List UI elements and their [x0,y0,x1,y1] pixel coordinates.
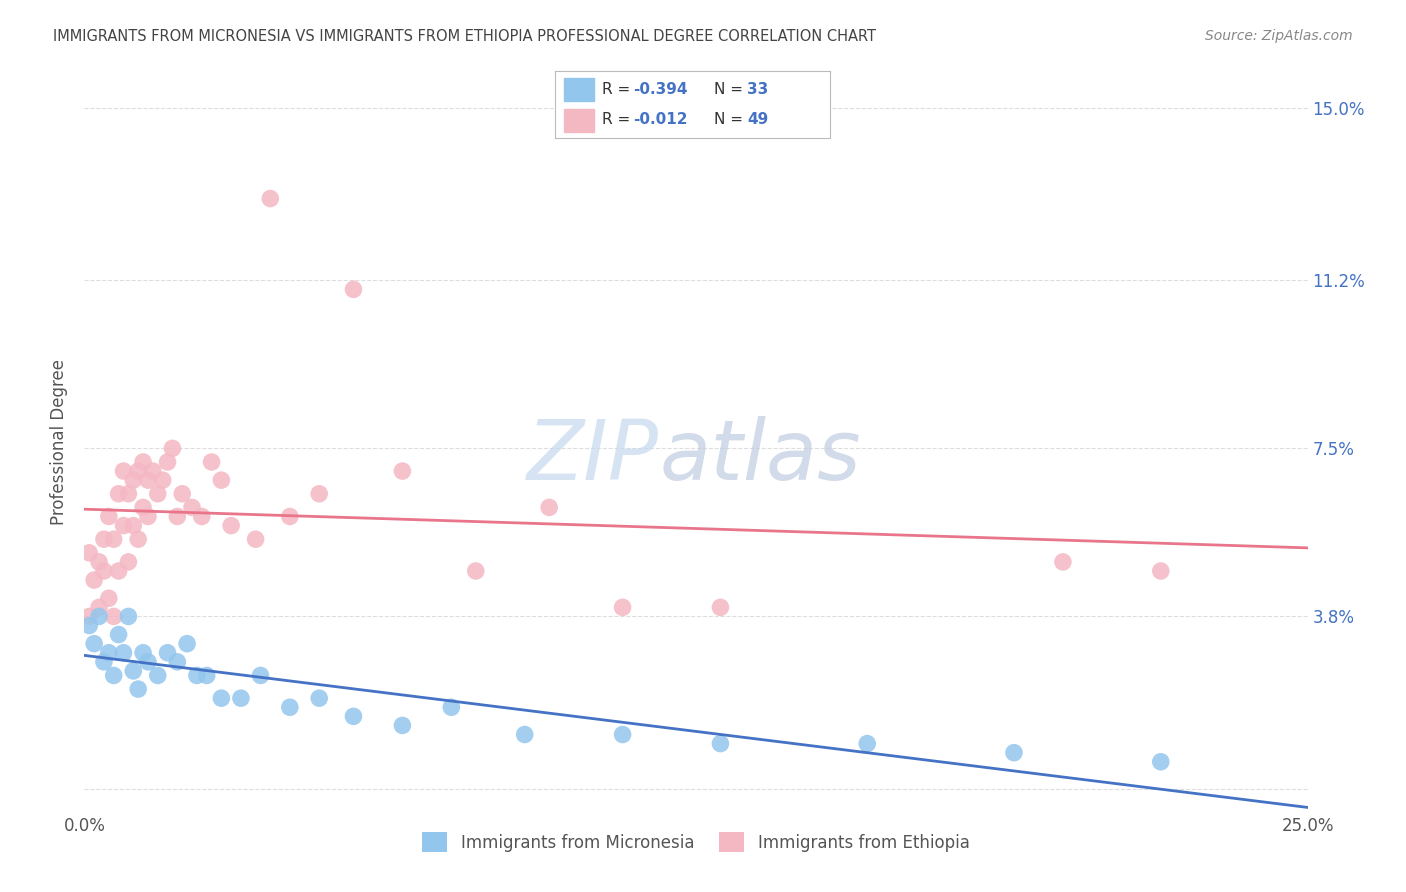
Point [87,555,110,569]
Point [391,464,413,478]
Point [152,473,174,487]
Point [77,609,100,624]
Point [259,192,281,206]
Point [93,655,115,669]
Point [219,518,242,533]
Point [709,737,731,751]
Bar [564,109,593,131]
Point [87,609,110,624]
Point [181,500,204,515]
Point [77,618,100,632]
Point [117,609,139,624]
Text: N =: N = [714,112,748,128]
Text: atlas: atlas [659,416,860,497]
Point [93,532,115,546]
Point [142,464,165,478]
Point [278,509,301,524]
Point [107,487,129,501]
Text: Source: ZipAtlas.com: Source: ZipAtlas.com [1205,29,1353,43]
Point [308,487,330,501]
Text: R =: R = [602,112,636,128]
Point [464,564,486,578]
Point [112,464,135,478]
Point [278,700,301,714]
Point [136,473,159,487]
Point [249,668,271,682]
Point [342,282,364,296]
Point [127,532,149,546]
Point [391,718,413,732]
Text: ZIP: ZIP [527,416,659,497]
Point [117,555,139,569]
Point [1150,755,1173,769]
Point [176,637,198,651]
Point [146,487,169,501]
Point [103,609,125,624]
Point [612,600,634,615]
Point [229,691,252,706]
Point [103,668,125,682]
Point [83,573,105,587]
Point [856,737,879,751]
Point [112,518,135,533]
Bar [564,78,593,101]
Point [166,509,188,524]
Point [107,627,129,641]
Point [209,473,232,487]
Point [209,691,232,706]
Text: IMMIGRANTS FROM MICRONESIA VS IMMIGRANTS FROM ETHIOPIA PROFESSIONAL DEGREE CORRE: IMMIGRANTS FROM MICRONESIA VS IMMIGRANTS… [53,29,876,44]
Point [200,455,222,469]
Point [1002,746,1025,760]
Point [77,546,100,560]
Point [97,509,120,524]
Point [83,637,105,651]
Point [162,442,184,456]
Point [191,509,214,524]
Point [127,464,149,478]
Point [132,500,155,515]
Point [87,600,110,615]
Point [440,700,463,714]
Point [107,564,129,578]
Text: 33: 33 [748,82,769,97]
Point [186,668,208,682]
Point [1150,564,1173,578]
Text: -0.012: -0.012 [634,112,688,128]
Point [136,655,159,669]
Point [122,473,145,487]
Point [112,646,135,660]
Point [172,487,194,501]
Point [308,691,330,706]
Point [342,709,364,723]
Point [103,532,125,546]
Text: 49: 49 [748,112,769,128]
Point [612,727,634,741]
Point [195,668,218,682]
Point [245,532,267,546]
Point [122,518,145,533]
Point [117,487,139,501]
Point [156,646,179,660]
Point [97,646,120,660]
Point [122,664,145,678]
Point [136,509,159,524]
Point [538,500,561,515]
Point [132,455,155,469]
Point [1052,555,1074,569]
Point [709,600,731,615]
Legend: Immigrants from Micronesia, Immigrants from Ethiopia: Immigrants from Micronesia, Immigrants f… [416,825,976,859]
Text: N =: N = [714,82,748,97]
Point [132,646,155,660]
Point [93,564,115,578]
Y-axis label: Professional Degree: Professional Degree [51,359,69,524]
Text: -0.394: -0.394 [634,82,688,97]
Point [97,591,120,606]
Point [127,682,149,697]
Point [166,655,188,669]
Point [513,727,536,741]
Point [146,668,169,682]
Text: R =: R = [602,82,636,97]
Point [156,455,179,469]
